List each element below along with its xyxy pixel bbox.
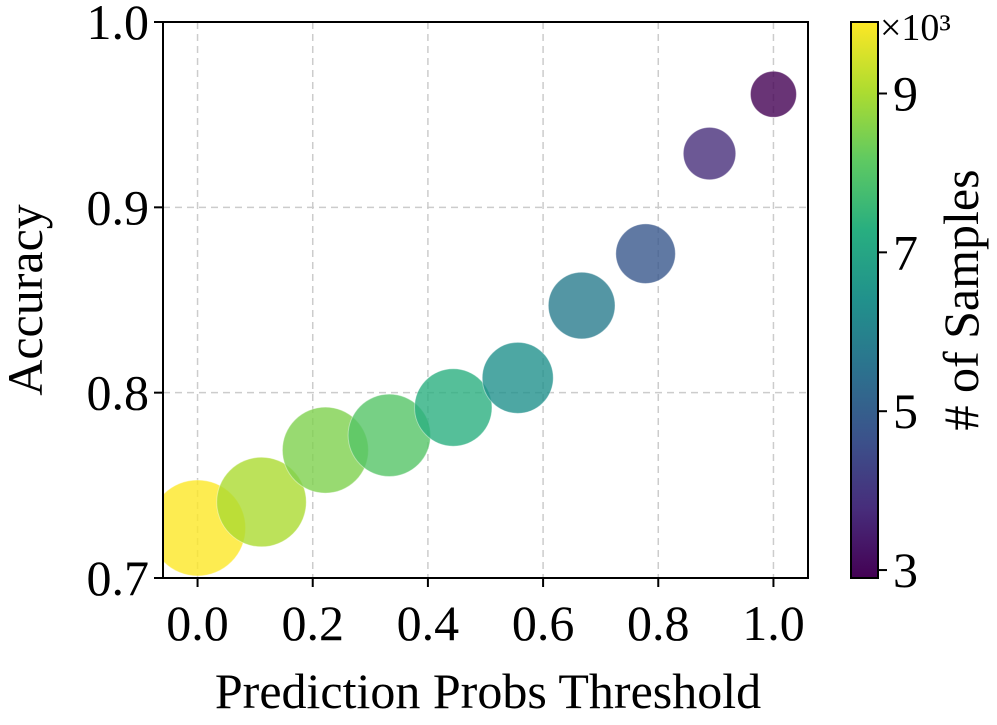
x-axis-label: Prediction Probs Threshold	[215, 663, 761, 719]
x-axis-ticks: 0.0 0.2 0.4 0.6 0.8 1.0	[166, 578, 805, 651]
x-tick-label: 1.0	[742, 595, 805, 651]
x-tick-label: 0.8	[627, 595, 690, 651]
y-tick-label: 0.9	[87, 179, 150, 235]
x-tick-label: 0.6	[512, 595, 575, 651]
y-tick-label: 0.8	[87, 365, 150, 421]
data-point	[749, 70, 797, 118]
y-axis-ticks: 0.7 0.8 0.9 1.0	[87, 0, 163, 606]
y-tick-label: 0.7	[87, 550, 150, 606]
data-point	[414, 368, 493, 447]
colorbar-tick-label: 5	[893, 383, 918, 439]
data-point	[682, 126, 737, 181]
colorbar-multiplier: ×10³	[880, 7, 951, 49]
colorbar-tick-label: 7	[893, 224, 918, 280]
y-tick-label: 1.0	[87, 0, 150, 50]
data-point	[481, 341, 554, 414]
data-points	[163, 70, 797, 577]
colorbar: 3 5 7 9 ×10³ # of Samples	[850, 7, 989, 598]
data-point	[615, 223, 676, 284]
colorbar-label: # of Samples	[933, 169, 989, 430]
x-tick-label: 0.0	[166, 595, 229, 651]
colorbar-gradient	[850, 21, 879, 579]
x-tick-label: 0.2	[281, 595, 344, 651]
x-tick-label: 0.4	[397, 595, 460, 651]
grid-lines	[163, 21, 808, 579]
y-axis-label: Accuracy	[0, 204, 53, 396]
plot-frame	[162, 21, 809, 579]
data-point	[547, 271, 616, 340]
colorbar-tick-label: 3	[893, 542, 918, 598]
colorbar-ticks: 3 5 7 9	[878, 65, 918, 598]
colorbar-tick-label: 9	[893, 65, 918, 121]
data-point	[216, 456, 307, 548]
